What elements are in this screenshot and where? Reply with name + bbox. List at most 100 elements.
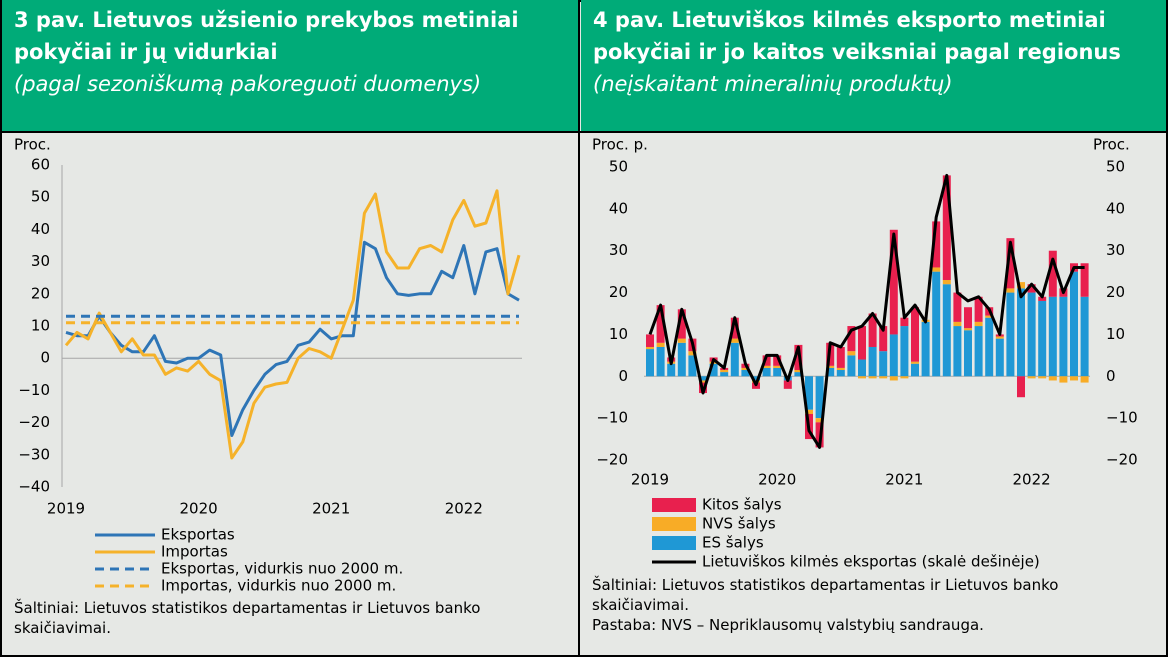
bar [974,321,983,327]
y-tick-label: 30 [1106,241,1125,259]
bar [646,349,654,377]
bar [953,292,962,322]
legend-swatch [652,517,696,531]
y-axis-label: Proc. p. [592,136,648,154]
bar [1070,271,1078,377]
bar [677,338,686,343]
bar [656,305,665,343]
legend-swatch [652,498,696,512]
y-tick-label: 40 [1106,199,1125,217]
y-tick-label: −20 [18,413,50,431]
bar [900,326,909,377]
bar [932,221,941,268]
legend-label: Importas [161,543,228,561]
bar [667,363,676,377]
bar [964,328,972,331]
bar [815,376,824,419]
x-tick-label: 2022 [445,500,483,518]
series-line [648,173,1085,449]
bar [974,296,983,322]
bar [720,372,729,377]
bar [868,376,877,379]
bar [985,315,994,318]
subtitle: (pagal sezoniškumą pakoreguoti duomenys) [14,72,482,96]
bar [1027,376,1036,379]
y-tick-label: 20 [31,284,50,302]
bar [836,367,845,371]
bar [762,367,771,377]
bar [646,346,654,350]
bar [1048,250,1057,297]
bar [773,365,782,368]
bar [1080,376,1089,383]
x-tick-label: 2022 [1013,471,1051,489]
bar [868,346,877,377]
bar [741,370,750,377]
bar [677,342,686,377]
bar [794,372,803,377]
bar [847,326,856,352]
y-tick-label: 40 [31,220,50,238]
bar [995,336,1004,339]
x-tick-label: 2020 [180,500,218,518]
bar [699,380,707,383]
y-tick-label: −10 [1106,409,1138,427]
bar [995,338,1004,377]
bar [911,361,919,364]
y-tick-label: −20 [1106,451,1138,469]
x-tick-label: 2021 [312,500,350,518]
x-tick-label: 2019 [631,471,669,489]
bar [773,355,782,366]
y-tick-label: 20 [609,283,628,301]
bar [1027,284,1036,293]
series-line [64,189,521,460]
bar [794,370,803,373]
bar [889,229,898,335]
legend-label: Eksportas [161,526,235,544]
legend-label: Eksportas, vidurkis nuo 2000 m. [161,560,403,578]
y-tick-label: 50 [31,188,50,206]
bar [1006,238,1015,289]
bar [762,365,771,368]
bar [1080,296,1089,377]
y-axis-label: Proc. [14,136,51,154]
subtitle: (neįskaitant mineralinių produktų) [593,72,953,96]
bar [1017,288,1025,377]
bar [1038,296,1047,301]
bar [646,334,654,347]
bar [964,307,972,329]
bar [688,355,697,377]
bar [656,346,665,377]
y-tick-label: 0 [1106,367,1116,385]
legend-label: NVS šalys [702,515,776,533]
legend-label: Kitos šalys [702,496,782,514]
bar [752,376,760,381]
bar [1017,376,1025,398]
y2-axis-label: Proc. [1093,136,1130,154]
bar [847,355,856,377]
bar [942,280,951,285]
legend-swatch [652,536,696,550]
bar [730,342,739,377]
bar [741,367,750,371]
bar [974,326,983,377]
bar [720,370,729,373]
bar [900,376,909,379]
y-tick-label: −20 [596,451,628,469]
bar [762,355,771,366]
bar [1070,376,1078,381]
bar [1038,376,1047,379]
bar [879,376,888,379]
legend-label: ES šalys [702,534,764,552]
bar [815,418,824,423]
bar [773,367,782,377]
legend-label: Importas, vidurkis nuo 2000 m. [161,577,396,595]
header: 4 pav. Lietuviškos kilmės eksporto metin… [581,0,1166,131]
y-tick-label: −40 [18,478,50,496]
header: 3 pav. Lietuvos užsienio prekybos metini… [2,0,578,131]
source: Šaltiniai: Lietuvos statistikos departam… [14,599,481,637]
bar [730,338,739,343]
y-tick-label: 50 [609,158,628,176]
